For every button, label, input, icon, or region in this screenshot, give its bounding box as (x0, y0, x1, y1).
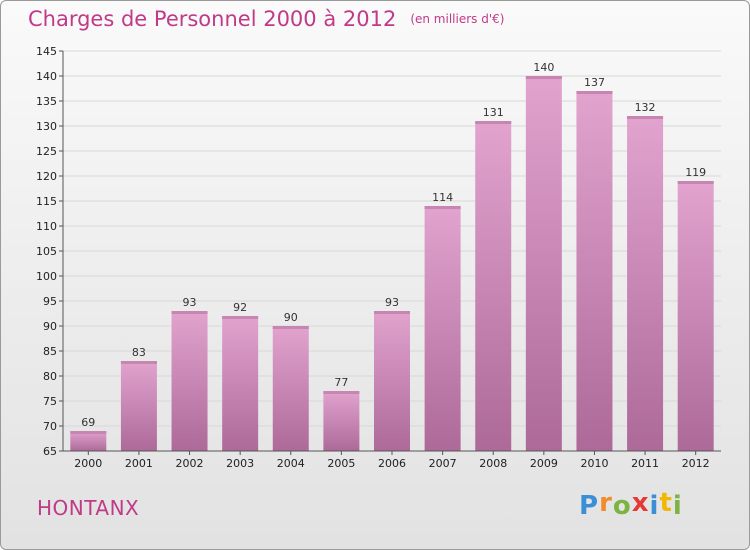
y-tick-label: 80 (43, 370, 57, 383)
bar-cap (272, 326, 309, 329)
x-tick-label: 2011 (631, 457, 659, 470)
y-tick-label: 105 (36, 245, 57, 258)
logo-letter: x (631, 488, 650, 518)
x-tick-label: 2003 (226, 457, 254, 470)
data-label: 90 (284, 311, 298, 324)
bar-cap (120, 361, 157, 364)
x-tick-label: 2008 (479, 457, 507, 470)
bar (475, 121, 512, 451)
bar-cap (171, 311, 208, 314)
y-tick-label: 135 (36, 95, 57, 108)
bar (374, 311, 410, 451)
logo-letter: i (672, 491, 683, 521)
y-tick-label: 125 (36, 145, 57, 158)
x-tick-label: 2009 (530, 457, 558, 470)
bar-cap (424, 206, 461, 209)
logo-letter: r (599, 488, 613, 518)
x-tick-label: 2012 (682, 457, 710, 470)
data-label: 77 (334, 376, 348, 389)
bar (677, 181, 714, 451)
bar-cap (677, 181, 714, 184)
y-tick-label: 65 (43, 445, 57, 458)
y-tick-label: 120 (36, 170, 57, 183)
data-label: 131 (483, 106, 504, 119)
data-label: 93 (183, 296, 197, 309)
bar (120, 361, 157, 451)
y-tick-label: 95 (43, 295, 57, 308)
bar (70, 431, 107, 451)
data-label: 92 (233, 301, 247, 314)
chart-title: Charges de Personnel 2000 à 2012 (en mill… (28, 7, 504, 31)
y-tick-label: 145 (36, 45, 57, 58)
proxiti-logo: Proxiti (579, 488, 683, 521)
x-tick-label: 2000 (74, 457, 102, 470)
bar-cap (70, 431, 107, 434)
y-tick-label: 140 (36, 70, 57, 83)
bar (424, 206, 461, 451)
data-label: 69 (81, 416, 95, 429)
bar-cap (222, 316, 259, 319)
bar-cap (374, 311, 410, 314)
bar (222, 316, 259, 451)
place-name: HONTANX (37, 496, 140, 520)
chart-subtitle: (en milliers d'€) (410, 12, 505, 26)
y-tick-label: 100 (36, 270, 57, 283)
x-tick-label: 2004 (277, 457, 305, 470)
y-tick-label: 70 (43, 420, 57, 433)
y-tick-label: 90 (43, 320, 57, 333)
x-tick-label: 2010 (580, 457, 608, 470)
chart-title-text: Charges de Personnel 2000 à 2012 (28, 7, 397, 31)
x-tick-label: 2007 (429, 457, 457, 470)
bar (171, 311, 208, 451)
x-axis: 2000 2001 2002 2003 2004 2005 2006 2007 2008 2009… (63, 450, 721, 470)
y-tick-label: 85 (43, 345, 57, 358)
bar (272, 326, 309, 451)
data-label: 140 (533, 61, 554, 74)
x-tick-label: 2002 (176, 457, 204, 470)
x-tick-label: 2005 (327, 457, 355, 470)
bar (323, 391, 360, 451)
bar (576, 91, 613, 451)
y-tick-label: 110 (36, 220, 57, 233)
bar-cap (323, 391, 360, 394)
bar-cap (475, 121, 512, 124)
y-tick-label: 115 (36, 195, 57, 208)
x-tick-label: 2006 (378, 457, 406, 470)
data-label: 137 (584, 76, 605, 89)
bars: 69 83 93 92 90 77 93 114 131 140 137 132 119 (70, 61, 714, 451)
data-label: 93 (385, 296, 399, 309)
y-tick-label: 130 (36, 120, 57, 133)
y-axis: 65 70 75 80 85 90 95 100 105 110 115 120 125 130 135 14… (36, 45, 64, 458)
y-tick-label: 75 (43, 395, 57, 408)
data-label: 119 (685, 166, 706, 179)
data-label: 83 (132, 346, 146, 359)
data-label: 132 (635, 101, 656, 114)
bar (525, 76, 562, 451)
logo-letter: P (579, 491, 600, 521)
data-label: 114 (432, 191, 453, 204)
logo-letter: o (612, 491, 632, 521)
x-tick-label: 2001 (125, 457, 153, 470)
logo-letter: i (649, 491, 660, 521)
bar-cap (627, 116, 664, 119)
bar-cap (525, 76, 562, 79)
logo-letter: t (659, 488, 673, 518)
bar (627, 116, 664, 451)
bar-cap (576, 91, 613, 94)
